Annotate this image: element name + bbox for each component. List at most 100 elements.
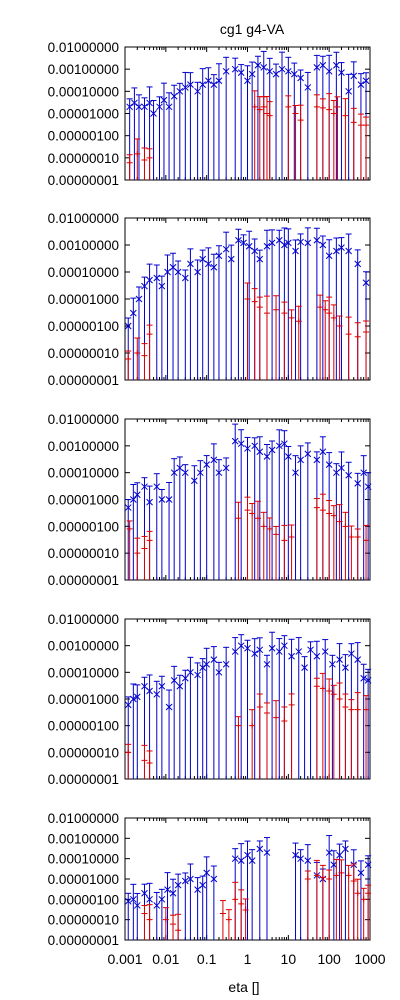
y-tick-label: 0.00000001 — [48, 373, 119, 388]
data-point — [232, 896, 239, 903]
data-point — [215, 469, 223, 477]
data-point — [235, 236, 242, 244]
data-point — [251, 103, 258, 110]
data-point — [364, 483, 372, 491]
data-point — [160, 96, 168, 104]
data-point — [330, 512, 337, 519]
data-point — [165, 103, 173, 111]
data-point — [365, 890, 372, 897]
data-point — [354, 890, 361, 897]
data-point — [134, 550, 141, 557]
data-point — [158, 282, 166, 290]
data-point — [313, 652, 321, 660]
data-point — [153, 274, 161, 282]
data-point — [281, 310, 288, 317]
data-point — [288, 701, 295, 708]
data-point — [263, 660, 271, 668]
data-point — [254, 515, 261, 522]
data-point — [146, 537, 153, 544]
data-point — [227, 255, 235, 263]
data-point — [338, 244, 345, 251]
data-point — [281, 241, 288, 249]
data-point — [281, 642, 288, 650]
data-point — [146, 687, 153, 695]
data-point — [301, 664, 308, 671]
y-tick-label: 0.00000100 — [48, 129, 119, 144]
data-point — [141, 282, 148, 290]
series-red — [126, 493, 370, 580]
data-point — [141, 156, 148, 163]
data-point — [360, 674, 368, 682]
series-blue — [124, 227, 370, 380]
data-point — [237, 440, 245, 448]
data-point — [275, 442, 283, 450]
data-point — [321, 648, 329, 655]
data-point — [348, 534, 355, 541]
data-point — [164, 268, 171, 276]
data-point — [199, 881, 207, 889]
data-point — [357, 81, 365, 89]
data-point — [256, 845, 264, 853]
chart-panel-2: 0.01000000 0.00100000 0.00010000 0.00001000… — [48, 211, 371, 388]
data-point — [304, 876, 311, 882]
y-tick-label: 0.00000010 — [48, 346, 119, 361]
data-point — [203, 660, 211, 668]
data-point — [273, 531, 280, 538]
data-point — [251, 650, 259, 658]
data-point — [336, 518, 343, 525]
data-point — [313, 504, 320, 511]
y-tick-label: 0.00000010 — [48, 546, 119, 561]
data-point — [288, 314, 295, 321]
data-point — [292, 851, 299, 859]
data-point — [222, 245, 230, 253]
y-tick-label: 0.00100000 — [48, 439, 119, 454]
y-tick-label: 0.00010000 — [48, 466, 119, 481]
x-tick-label: 1 — [244, 951, 252, 967]
y-tick-label: 0.00000001 — [48, 173, 119, 188]
data-point — [187, 260, 194, 268]
data-point — [313, 456, 321, 464]
data-point — [175, 927, 182, 934]
figure-title: cg1 g4-VA — [220, 21, 285, 37]
data-point — [153, 902, 161, 909]
data-point — [364, 861, 372, 869]
x-tick-label: 0.001 — [107, 951, 142, 967]
data-point — [268, 644, 276, 652]
data-point — [133, 902, 141, 909]
x-tick-label: 1000 — [354, 951, 385, 967]
data-point — [345, 331, 352, 338]
data-point — [357, 122, 364, 129]
data-point — [244, 851, 251, 859]
data-point — [297, 238, 304, 246]
data-point — [146, 154, 153, 161]
data-point — [319, 241, 327, 249]
data-point — [362, 279, 370, 287]
y-tick-label: 0.00001000 — [48, 692, 119, 707]
data-point — [326, 106, 333, 113]
y-tick-label: 0.00010000 — [48, 84, 119, 99]
data-point — [342, 664, 349, 671]
data-point — [338, 69, 345, 76]
data-point — [363, 122, 370, 129]
data-point — [342, 845, 349, 853]
y-tick-label: 0.01000000 — [48, 612, 119, 627]
data-point — [238, 900, 245, 907]
data-point — [129, 309, 137, 317]
data-point — [319, 507, 326, 514]
data-point — [363, 706, 370, 713]
data-point — [141, 103, 148, 111]
data-point — [364, 677, 372, 684]
data-point — [215, 252, 223, 260]
data-point — [290, 70, 298, 78]
data-point — [244, 445, 251, 452]
data-point — [272, 70, 280, 78]
y-tick-label: 0.00000010 — [48, 913, 119, 928]
data-point — [248, 70, 256, 78]
data-point — [176, 87, 184, 95]
x-tick-label: 10 — [281, 951, 297, 967]
series-blue — [126, 50, 370, 180]
data-point — [146, 895, 153, 903]
data-point — [297, 74, 304, 82]
data-point — [297, 855, 304, 863]
